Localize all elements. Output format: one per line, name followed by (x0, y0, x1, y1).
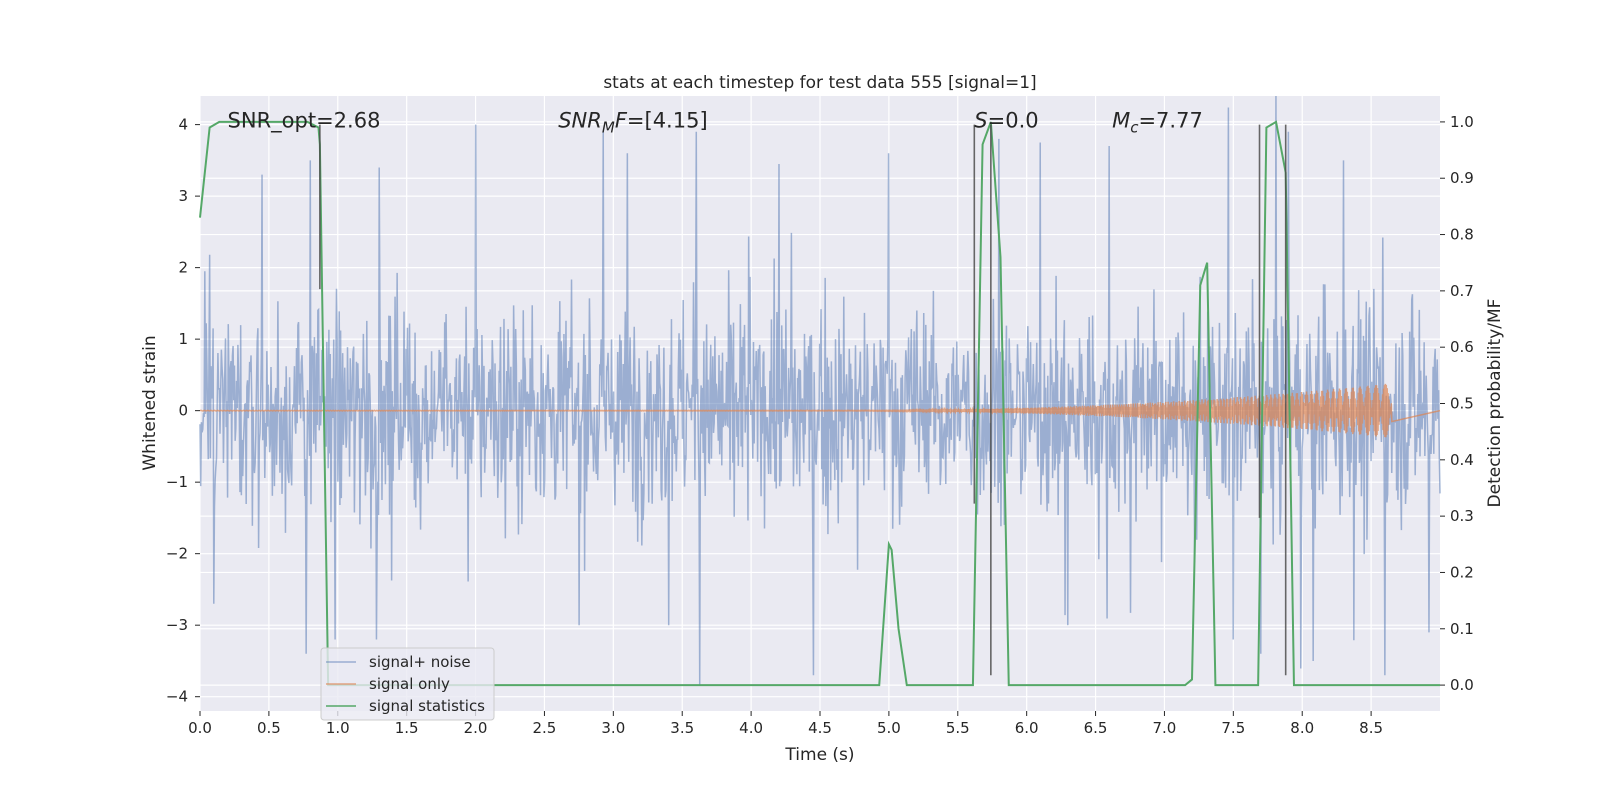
y-tick-label-0: −4 (166, 688, 188, 706)
y2-tick-label-10: 1.0 (1450, 113, 1474, 131)
y2-tick-label-8: 0.8 (1450, 226, 1474, 244)
y2-axis-label: Detection probability/MF (1485, 299, 1505, 508)
x-tick-label-0: 0.0 (188, 719, 212, 737)
x-tick-label-16: 8.0 (1290, 719, 1314, 737)
x-tick-label-4: 2.0 (464, 719, 488, 737)
y2-tick-label-4: 0.4 (1450, 451, 1474, 469)
legend: signal+ noise signal only signal statist… (320, 647, 495, 721)
y2-tick-label-2: 0.2 (1450, 563, 1474, 581)
ticks-layer: 0.0 0.5 1.0 1.5 2.0 2.5 3.0 3.5 4.0 4.5 5.0 5.5 6.0 6… (166, 113, 1474, 737)
y2-tick-label-1: 0.1 (1450, 620, 1474, 638)
x-tick-label-5: 2.5 (533, 719, 557, 737)
y-tick-label-1: −3 (166, 616, 188, 634)
x-tick-label-14: 7.0 (1153, 719, 1177, 737)
x-tick-label-10: 5.0 (877, 719, 901, 737)
x-tick-label-12: 6.0 (1015, 719, 1039, 737)
y-tick-label-4: 0 (178, 402, 188, 420)
x-tick-label-17: 8.5 (1359, 719, 1383, 737)
x-axis-label: Time (s) (784, 745, 854, 765)
y-tick-label-3: −1 (166, 473, 188, 491)
vlines-layer (319, 124, 1287, 676)
x-tick-label-2: 1.0 (326, 719, 350, 737)
series-signal-only (199, 383, 1441, 438)
x-tick-label-11: 5.5 (946, 719, 970, 737)
y-tick-label-8: 4 (178, 116, 188, 134)
y2-tick-label-0: 0.0 (1450, 676, 1474, 694)
legend-box (320, 647, 495, 721)
y2-tick-label-5: 0.5 (1450, 395, 1474, 413)
y2-tick-label-7: 0.7 (1450, 282, 1474, 300)
chart-title: stats at each timestep for test data 555… (603, 73, 1036, 93)
x-tick-label-7: 3.5 (670, 719, 694, 737)
x-tick-label-1: 0.5 (257, 719, 281, 737)
y2-tick-label-6: 0.6 (1450, 338, 1474, 356)
annotations-layer: SNR_opt=2.68 SNRMF=[4.15] S=0.0 Mc=7.77 (228, 109, 1203, 137)
y-axis-label: Whitened strain (140, 335, 160, 470)
y-tick-label-7: 3 (178, 187, 188, 205)
y-tick-label-6: 2 (178, 259, 188, 277)
legend-label-signal-only: signal only (369, 675, 450, 693)
legend-label-signal-statistics: signal statistics (369, 697, 485, 715)
y2-tick-label-3: 0.3 (1450, 507, 1474, 525)
x-tick-label-8: 4.0 (739, 719, 763, 737)
annotation-2: S=0.0 (974, 109, 1038, 133)
x-tick-label-13: 6.5 (1084, 719, 1108, 737)
y2-tick-label-9: 0.9 (1450, 169, 1474, 187)
series-signal-noise (199, 95, 1441, 686)
y-tick-label-5: 1 (178, 330, 188, 348)
x-tick-label-6: 3.0 (601, 719, 625, 737)
annotation-3: Mc=7.77 (1112, 109, 1203, 137)
annotation-1: SNRMF=[4.15] (558, 109, 707, 137)
legend-label-signal-noise: signal+ noise (369, 653, 471, 671)
y-tick-label-2: −2 (166, 545, 188, 563)
x-tick-label-9: 4.5 (808, 719, 832, 737)
x-tick-label-15: 7.5 (1221, 719, 1245, 737)
annotation-0: SNR_opt=2.68 (228, 109, 381, 134)
x-tick-label-3: 1.5 (395, 719, 419, 737)
